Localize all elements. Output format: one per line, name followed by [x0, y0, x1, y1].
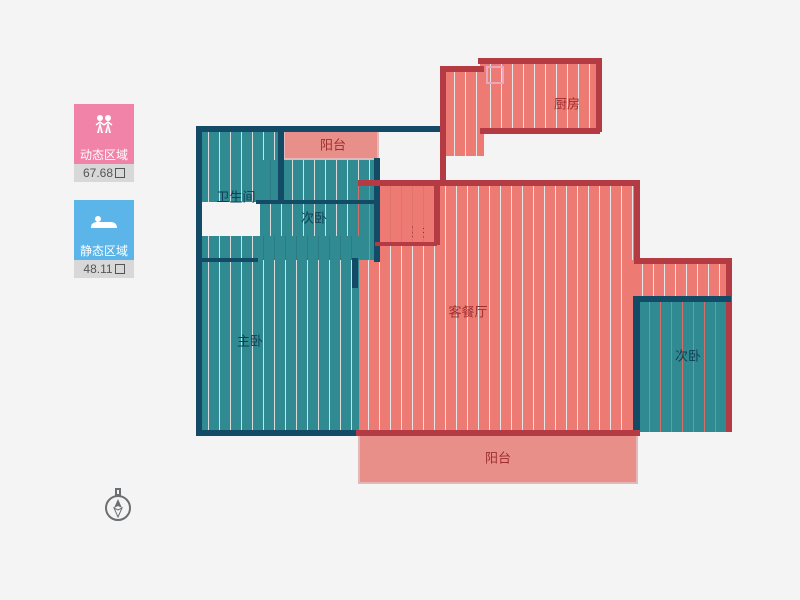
legend-static-icon — [74, 200, 134, 242]
room-bed2b — [639, 300, 731, 432]
room-balcony-bottom — [358, 432, 638, 484]
wall-8 — [440, 66, 446, 186]
wall-20 — [633, 296, 640, 434]
wall-7 — [352, 258, 358, 288]
legend-dynamic-title: 动态区域 — [74, 146, 134, 164]
floor-plan-canvas: 厨房卫生间客餐厅阳台阳台卫生间次卧主卧次卧动态区域67.68静态区域48.11 — [0, 0, 800, 600]
wall-18 — [726, 258, 732, 432]
legend-static: 静态区域48.11 — [74, 200, 134, 278]
wall-2 — [196, 430, 360, 436]
wall-12 — [480, 128, 600, 134]
wall-14 — [434, 183, 440, 245]
compass-icon — [98, 485, 138, 525]
kitchen-fixture-icon — [486, 66, 504, 84]
wall-5 — [374, 158, 380, 262]
legend-static-title: 静态区域 — [74, 242, 134, 260]
room-bed1 — [198, 236, 359, 433]
wall-17 — [634, 258, 732, 264]
wall-10 — [478, 58, 602, 64]
room-balcony-top — [283, 128, 379, 160]
legend-dynamic: 动态区域67.68 — [74, 104, 134, 182]
wall-3 — [278, 126, 284, 204]
legend-dynamic-value: 67.68 — [74, 164, 134, 182]
wall-4 — [256, 200, 378, 204]
room-living — [358, 183, 638, 433]
legend-dynamic-icon — [74, 104, 134, 146]
wall-19 — [635, 296, 731, 302]
wall-15 — [375, 242, 437, 246]
square-unit-icon — [115, 264, 125, 274]
wall-21 — [356, 430, 640, 436]
wall-16 — [634, 180, 640, 262]
square-unit-icon — [115, 168, 125, 178]
wall-11 — [596, 58, 602, 132]
legend-static-value: 48.11 — [74, 260, 134, 278]
sleep-icon — [89, 209, 119, 233]
wall-1 — [196, 126, 202, 434]
people-icon — [90, 111, 118, 139]
room-kitchen-hall — [444, 70, 484, 156]
wall-0 — [196, 126, 444, 132]
wall-9 — [440, 66, 484, 72]
wall-13 — [358, 180, 640, 186]
wall-6 — [198, 258, 258, 262]
